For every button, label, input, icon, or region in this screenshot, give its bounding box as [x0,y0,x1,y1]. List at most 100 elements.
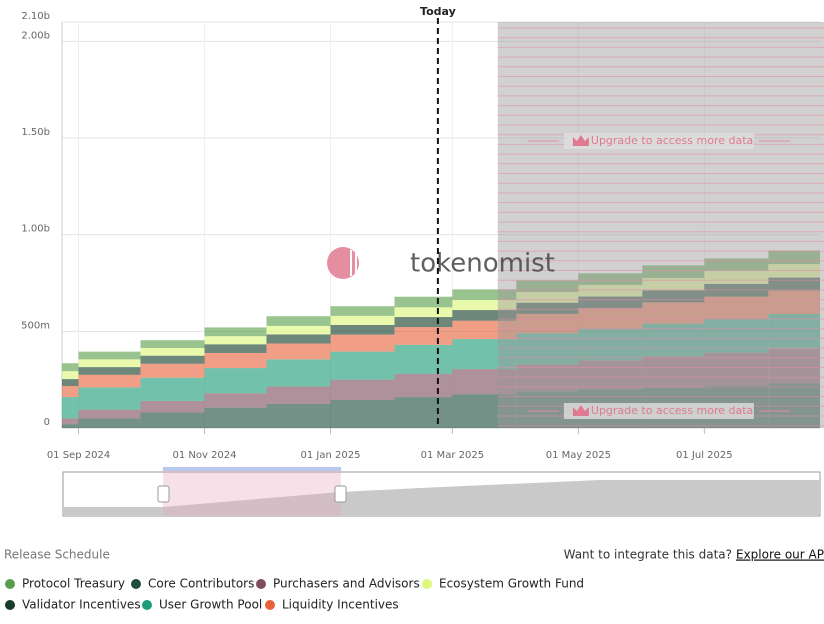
area-step [62,363,79,372]
legend-label: Protocol Treasury [22,577,125,591]
area-step [78,351,141,360]
area-step [768,313,820,349]
area-step [266,359,331,387]
area-step [140,347,205,356]
area-step [704,296,769,319]
area-step [140,340,205,348]
area-step [578,360,643,390]
area-step [704,271,769,284]
navigator-handle[interactable] [157,485,170,503]
navigator-selection[interactable] [163,467,341,516]
area-step [516,280,579,293]
area-step [330,334,395,352]
area-step [768,277,820,291]
area-step [452,339,517,370]
area-step [516,292,579,303]
area-step [78,409,141,419]
crown-icon [572,135,589,146]
legend-item[interactable]: Ecosystem Growth Fund [422,577,584,591]
area-step [330,351,395,380]
area-step [78,359,141,368]
area-step [394,373,453,398]
locked-label-bg [563,403,754,419]
legend-swatch [5,600,15,610]
area-step [704,318,769,353]
area-step [452,320,517,340]
legend-swatch [142,600,152,610]
crown-icon [572,405,589,416]
area-step [642,356,705,388]
y-tick-label: 1.00b [21,224,50,235]
navigator-scrollbar[interactable] [163,467,341,471]
area-step [204,352,267,369]
legend: Protocol Treasury Core Contributors Purcha… [5,577,584,612]
locked-label: Upgrade to access more data [591,134,753,147]
legend-item[interactable]: User Growth Pool [142,598,262,612]
navigator-handle[interactable] [334,485,347,503]
area-step [204,393,267,408]
legend-label: Purchasers and Advisors [273,577,420,591]
legend-item[interactable]: Protocol Treasury [5,577,125,591]
area-step [62,371,79,380]
area-step [62,418,79,425]
locked-label: Upgrade to access more data [591,404,753,417]
x-tick-label: 01 Nov 2024 [172,450,236,461]
area-step [452,369,517,395]
area-step [452,310,517,321]
area-step [204,327,267,337]
navigator-area [64,480,820,515]
locked-label-bg [563,133,754,149]
area-step [768,290,820,314]
area-step [204,368,267,394]
legend-swatch [256,579,266,589]
area-step [266,334,331,344]
area-step [578,273,643,285]
legend-swatch [265,600,275,610]
area-step [62,424,79,428]
legend-item[interactable]: Liquidity Incentives [265,598,399,612]
area-step [578,328,643,361]
area-step [62,397,79,419]
area-step [140,400,205,413]
areas [62,250,820,428]
area-step [62,379,79,387]
area-step [516,302,579,314]
area-step [330,315,395,325]
area-step [140,377,205,401]
x-tick-label: 01 Jan 2025 [301,450,361,461]
area-step [394,317,453,328]
area-step [330,379,395,400]
area-step [266,403,331,428]
area-step [452,300,517,311]
area-step [642,265,705,278]
integrate-text: Want to integrate this data? [564,548,732,562]
x-tick-label: 01 Sep 2024 [47,450,110,461]
legend-item[interactable]: Core Contributors [131,577,254,591]
navigator[interactable] [62,467,821,517]
area-step [768,383,820,428]
watermark: tokenomist [410,249,555,279]
area-step [62,386,79,398]
locked-overlay: Upgrade to access more data Upgrade to ac… [497,22,824,428]
area-step [266,325,331,335]
area-step [140,412,205,428]
area-step [394,296,453,308]
area-step [140,355,205,364]
area-step [78,387,141,410]
legend-swatch [5,579,15,589]
area-step [266,343,331,360]
area-step [78,367,141,375]
area-step [578,308,643,329]
area-step [704,258,769,272]
legend-label: User Growth Pool [159,598,262,612]
area-step [642,290,705,303]
locked-region [497,22,824,428]
area-step [394,344,453,374]
api-link[interactable]: Explore our API [736,548,824,562]
area-step [394,307,453,318]
area-step [78,418,141,428]
area-step [140,363,205,378]
legend-item[interactable]: Validator Incentives [5,598,141,612]
legend-item[interactable]: Purchasers and Advisors [256,577,420,591]
